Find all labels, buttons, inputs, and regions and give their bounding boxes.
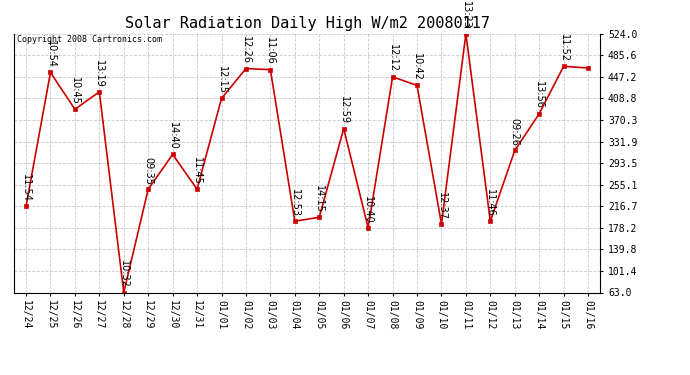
Text: 13:19: 13:19 xyxy=(95,60,104,87)
Text: Copyright 2008 Cartronics.com: Copyright 2008 Cartronics.com xyxy=(17,35,161,44)
Text: 11:54: 11:54 xyxy=(21,174,31,202)
Text: 13:23: 13:23 xyxy=(461,2,471,29)
Text: 11:46: 11:46 xyxy=(485,189,495,217)
Text: 10:32: 10:32 xyxy=(119,260,129,288)
Text: 12:59: 12:59 xyxy=(339,96,348,124)
Text: 10:42: 10:42 xyxy=(412,53,422,81)
Text: 10:45: 10:45 xyxy=(70,77,80,105)
Text: 11:52: 11:52 xyxy=(559,34,569,62)
Text: 12:15: 12:15 xyxy=(217,66,226,94)
Text: 09:35: 09:35 xyxy=(144,157,153,185)
Text: 10:54: 10:54 xyxy=(46,40,55,68)
Text: 11:06: 11:06 xyxy=(266,38,275,65)
Text: 12:26: 12:26 xyxy=(241,36,251,64)
Text: 09:26: 09:26 xyxy=(510,118,520,146)
Text: 13:56: 13:56 xyxy=(534,81,544,109)
Text: 10:40: 10:40 xyxy=(363,196,373,223)
Text: 12:53: 12:53 xyxy=(290,189,300,217)
Text: 11:45: 11:45 xyxy=(192,157,202,185)
Text: 12:12: 12:12 xyxy=(388,44,397,72)
Title: Solar Radiation Daily High W/m2 20080117: Solar Radiation Daily High W/m2 20080117 xyxy=(125,16,489,31)
Text: 14:15: 14:15 xyxy=(314,185,324,213)
Text: 12:37: 12:37 xyxy=(437,192,446,219)
Text: 14:40: 14:40 xyxy=(168,122,177,150)
